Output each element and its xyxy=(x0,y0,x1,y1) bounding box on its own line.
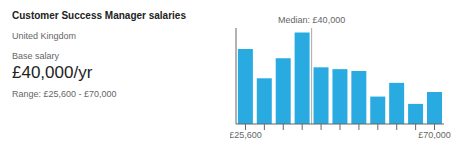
html-text:£40,000/yr: £40,000/yr xyxy=(12,63,93,82)
html-text:Range: £25,600 - £70,000: Range: £25,600 - £70,000 xyxy=(12,89,117,99)
html-text:Customer Success Manager salar: Customer Success Manager salaries xyxy=(12,10,186,21)
svg-text:Median: £40,000: Median: £40,000 xyxy=(278,15,345,25)
svg-text:£70,000: £70,000 xyxy=(418,130,451,140)
html-text:Base salary: Base salary xyxy=(12,51,59,61)
svg-text:£25,600: £25,600 xyxy=(230,130,262,140)
html-text:United Kingdom: United Kingdom xyxy=(12,31,76,41)
